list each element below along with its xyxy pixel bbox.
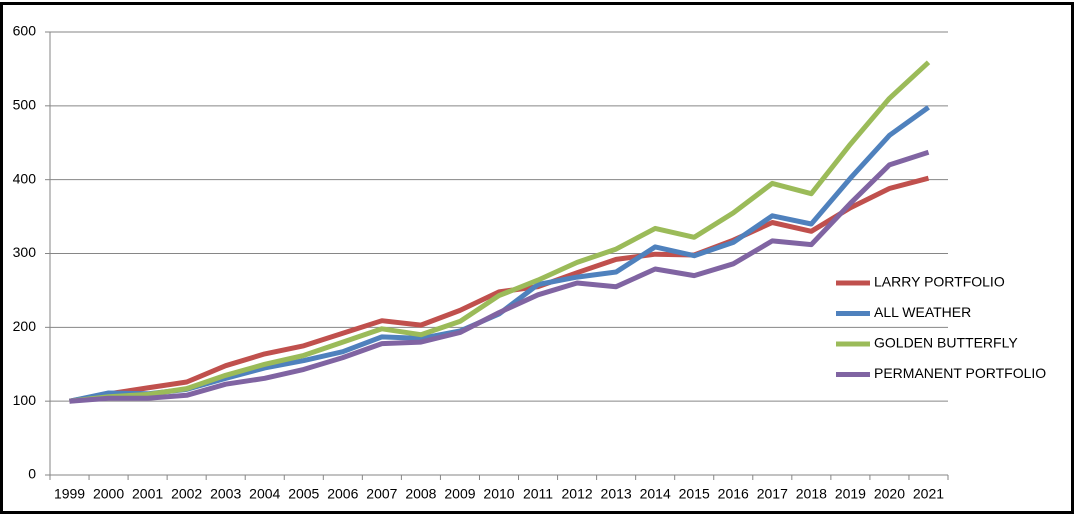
series-line: [69, 60, 931, 404]
legend-label: ALL WEATHER: [874, 304, 971, 320]
x-tick-label: 2020: [874, 486, 905, 502]
x-tick-label: 2003: [210, 486, 241, 502]
x-tick-label: 2004: [249, 486, 280, 502]
x-tick-label: 2010: [483, 486, 514, 502]
x-tick-label: 2008: [405, 486, 436, 502]
y-tick-label: 600: [13, 23, 37, 39]
legend-label: LARRY PORTFOLIO: [874, 274, 1005, 290]
series-line: [69, 149, 930, 404]
x-tick-label: 2015: [679, 486, 710, 502]
legend-label: GOLDEN BUTTERFLY: [874, 335, 1018, 351]
x-tick-label: 1999: [54, 486, 85, 502]
x-tick-label: 2016: [718, 486, 749, 502]
y-tick-label: 300: [13, 244, 37, 260]
x-tick-label: 2006: [327, 486, 358, 502]
x-tick-label: 2018: [796, 486, 827, 502]
x-tick-label: 2012: [562, 486, 593, 502]
y-tick-label: 0: [28, 466, 36, 482]
x-tick-label: 2009: [444, 486, 475, 502]
x-tick-label: 2000: [93, 486, 124, 502]
x-tick-label: 2021: [913, 486, 944, 502]
x-tick-label: 2019: [835, 486, 866, 502]
x-tick-label: 2005: [288, 486, 319, 502]
x-tick-label: 2001: [132, 486, 163, 502]
x-tick-label: 2017: [757, 486, 788, 502]
y-tick-label: 400: [13, 170, 37, 186]
y-tick-label: 100: [13, 392, 37, 408]
series-line: [69, 175, 930, 404]
x-tick-label: 2002: [171, 486, 202, 502]
x-tick-label: 2007: [366, 486, 397, 502]
y-tick-label: 500: [13, 97, 37, 113]
x-tick-label: 2014: [640, 486, 671, 502]
x-tick-label: 2013: [601, 486, 632, 502]
legend-label: PERMANENT PORTFOLIO: [874, 365, 1046, 381]
y-tick-label: 200: [13, 318, 37, 334]
x-tick-label: 2011: [523, 486, 553, 502]
